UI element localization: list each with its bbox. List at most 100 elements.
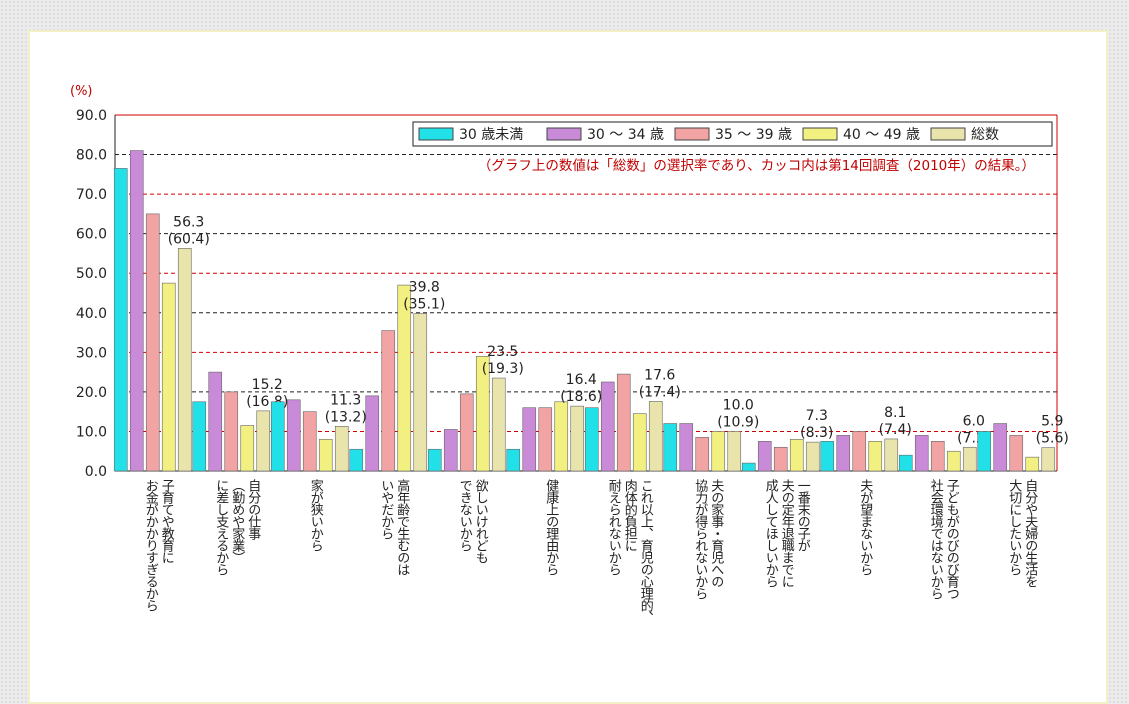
bar xyxy=(695,437,710,472)
bar xyxy=(334,426,349,472)
value-label: 17.6 xyxy=(644,367,675,383)
legend-swatch xyxy=(674,127,710,141)
bar xyxy=(727,431,742,472)
note: （グラフ上の数値は「総数」の選択率であり、カッコ内は第14回調査（2010年）の… xyxy=(478,157,1035,174)
bar xyxy=(868,441,883,472)
bar xyxy=(757,441,772,472)
x-tick-label: 健康上の理由から xyxy=(543,479,559,576)
bar xyxy=(240,425,255,472)
bar xyxy=(397,284,412,472)
legend-swatch xyxy=(930,127,966,141)
y-tick-label: 60.0 xyxy=(76,227,107,243)
previous-label: (18.6) xyxy=(560,389,602,405)
value-label: 5.9 xyxy=(1041,414,1063,430)
bar xyxy=(224,391,239,472)
value-label: 7.3 xyxy=(806,408,828,424)
y-tick-label: 40.0 xyxy=(76,306,107,322)
bar xyxy=(381,330,396,472)
value-label: 8.1 xyxy=(884,405,906,421)
value-label: 23.5 xyxy=(487,344,518,360)
bar xyxy=(256,410,271,472)
bar xyxy=(208,371,223,472)
x-tick-label: 欲しいけれども xyxy=(473,478,489,564)
x-tick-label: 肉体的負担に xyxy=(622,479,638,552)
value-label: 6.0 xyxy=(963,413,985,429)
bar xyxy=(349,448,364,472)
x-tick-label: 家が狭いから xyxy=(308,478,324,552)
bar xyxy=(663,423,678,472)
value-label: 15.2 xyxy=(252,377,283,393)
x-tick-label: 社会環境ではないから xyxy=(928,478,944,600)
previous-label: (35.1) xyxy=(403,297,445,313)
bar xyxy=(427,448,442,472)
bar xyxy=(962,446,977,472)
legend-swatch xyxy=(802,127,838,141)
value-label: 10.0 xyxy=(723,397,754,413)
bar xyxy=(129,150,144,472)
bar xyxy=(570,405,585,472)
bar xyxy=(741,462,756,472)
bar xyxy=(286,399,301,472)
x-tick-label: 夫の家事・育児への xyxy=(708,479,724,588)
value-label: 56.3 xyxy=(173,214,204,230)
bar xyxy=(413,313,428,472)
x-tick-label: 大切にしたいから xyxy=(1006,479,1022,576)
y-tick-label: 30.0 xyxy=(76,345,107,361)
y-unit: (%) xyxy=(70,84,93,99)
bar xyxy=(914,435,929,472)
y-tick-label: 0.0 xyxy=(85,464,107,480)
bar xyxy=(177,248,192,472)
bar xyxy=(1041,447,1056,472)
bar xyxy=(805,441,820,472)
bar xyxy=(113,168,128,472)
x-tick-label: 耐えられないから xyxy=(606,479,622,576)
bar xyxy=(711,431,726,472)
legend-swatch xyxy=(418,127,454,141)
x-tick-label: これ以上、育児の心理的、 xyxy=(638,479,654,623)
x-tick-label: 自分の仕事 xyxy=(245,479,261,540)
x-tick-label: 協力が得られないから xyxy=(692,479,708,600)
y-tick-label: 10.0 xyxy=(76,424,107,440)
x-tick-label: 夫の定年退職までに xyxy=(779,479,795,588)
bar xyxy=(1025,456,1040,472)
bar xyxy=(522,407,537,472)
x-tick-label: 自分や夫婦の生活を xyxy=(1022,479,1038,587)
x-tick-label: （勤めや家業） xyxy=(229,479,245,563)
bar xyxy=(789,439,804,472)
bar xyxy=(820,441,835,472)
x-tick-label: 一番末の子が xyxy=(795,479,811,552)
value-label: 16.4 xyxy=(566,372,597,388)
bar xyxy=(538,407,553,472)
x-tick-label: 夫が望まないから xyxy=(857,479,873,576)
bar xyxy=(600,381,615,472)
bar xyxy=(270,401,285,472)
x-tick-label: 成人してほしいから xyxy=(763,479,779,588)
bar xyxy=(554,401,569,472)
bar xyxy=(852,431,867,472)
bar xyxy=(318,439,333,472)
previous-label: (13.2) xyxy=(325,409,367,425)
bar xyxy=(946,450,961,472)
bar xyxy=(491,377,506,472)
bar xyxy=(930,441,945,472)
x-tick-label: できないから xyxy=(457,479,472,552)
previous-label: (5.6) xyxy=(1036,431,1069,447)
previous-label: (10.9) xyxy=(717,414,759,430)
bar xyxy=(993,423,1008,472)
legend-swatch xyxy=(546,127,582,141)
x-tick-label: 子どもがのびのび育つ xyxy=(944,479,960,599)
value-label: 11.3 xyxy=(330,392,361,408)
x-tick-label: いやだから xyxy=(378,479,394,540)
bar xyxy=(192,401,207,472)
x-tick-label: 高年齢で生むのは xyxy=(394,478,410,576)
y-tick-label: 20.0 xyxy=(76,385,107,401)
bar xyxy=(145,213,160,472)
bar xyxy=(475,355,490,472)
bar xyxy=(584,407,599,472)
y-tick-label: 50.0 xyxy=(76,266,107,282)
bar xyxy=(616,373,631,472)
bar xyxy=(632,413,647,472)
x-tick-label: に差し支えるから xyxy=(213,479,229,576)
previous-label: (7.4) xyxy=(879,422,912,438)
